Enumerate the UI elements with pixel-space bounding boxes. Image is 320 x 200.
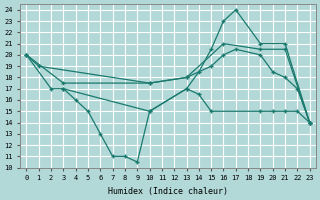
X-axis label: Humidex (Indice chaleur): Humidex (Indice chaleur) — [108, 187, 228, 196]
